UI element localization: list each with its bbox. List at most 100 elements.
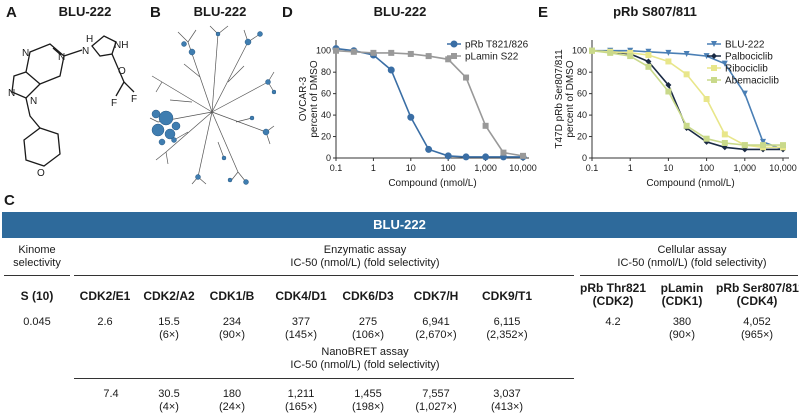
chart-d-legend-marker (450, 40, 458, 48)
chart-e-data-point (741, 90, 748, 97)
cellular-label-line2: (CDK4) (736, 294, 778, 308)
enzymatic-header: Enzymatic assay IC-50 (nmol/L) (fold sel… (200, 244, 530, 270)
nanobret-rule (74, 378, 574, 379)
chart-e-data-point (665, 82, 672, 89)
enzymatic-value: 275 (106×) (336, 316, 400, 342)
nanobret-fold: (4×) (159, 401, 179, 413)
nanobret-ic50: 180 (222, 388, 242, 400)
chart-d-data-point (370, 49, 377, 56)
chart-d-x-axis-label: Compound (nmol/L) (388, 178, 476, 189)
chart-e-x-tick-label: 0.1 (586, 163, 599, 173)
cellular-value: 4.2 (578, 316, 648, 329)
chart-e-data-point (760, 142, 767, 149)
cellular-label-line1: pLamin (660, 281, 704, 295)
chart-d: 0 20 40 60 80 100 0.1 1 10 100 1,000 10,000 Compound… (298, 40, 537, 190)
nanobret-ic50: 1,455 (354, 388, 382, 400)
chart-e-data-point (683, 71, 690, 78)
enzymatic-ic50: 0.045 (23, 316, 51, 328)
enzymatic-fold: (106×) (351, 329, 385, 341)
chart-d-y-axis-label-line1: OVCAR-3 (298, 76, 309, 121)
cellular-label-line2: (CDK1) (661, 294, 703, 308)
chart-e-y-tick-label: 100 (572, 46, 587, 56)
cellular-label-line1: pRb Thr821 (579, 281, 646, 295)
enzymatic-value: 2.6 (74, 316, 136, 329)
chart-d-data-point (482, 153, 490, 161)
chart-d-legend-label: pLamin S22 (465, 52, 519, 63)
column-label: S (10) (20, 289, 54, 303)
chart-d-y-tick-label: 0 (326, 153, 331, 163)
nanobret-header: NanoBRET assay IC-50 (nmol/L) (fold sele… (200, 346, 530, 372)
panel-c-letter: C (4, 192, 15, 209)
nanobret-ic50: 7,557 (422, 388, 450, 400)
nanobret-ic50: 30.5 (158, 388, 180, 400)
chart-e-data-point (645, 58, 652, 65)
chart-d-x-tick-label: 10 (406, 163, 416, 173)
nanobret-ic50: 3,037 (493, 388, 521, 400)
cellular-ic50: 4,052 (743, 316, 771, 328)
chart-d-data-point (388, 49, 395, 56)
chart-e-x-tick-label: 100 (699, 163, 714, 173)
chart-e-data-point (627, 49, 634, 56)
column-label: CDK4/D1 (275, 289, 327, 303)
atom-h: H (86, 34, 93, 45)
nanobret-fold: (165×) (284, 401, 318, 413)
chart-d-data-point (350, 48, 357, 55)
chart-e-data-point (645, 63, 652, 70)
chart-d-data-point (425, 145, 433, 153)
enzymatic-value: 6,941 (2,670×) (402, 316, 470, 342)
chart-e-data-point (703, 53, 710, 60)
cellular-label-line2: (CDK2) (592, 294, 634, 308)
chart-d-data-point (407, 113, 415, 121)
column-label: CDK6/D3 (342, 289, 394, 303)
atom-f: F (111, 98, 117, 109)
chart-e-legend-marker (711, 65, 717, 71)
panel-d-title: BLU-222 (373, 4, 427, 19)
chart-e-data-point (665, 49, 672, 56)
chart-e-legend-marker (711, 41, 717, 47)
panel-a-letter: A (6, 4, 17, 21)
chart-e-legend-label: Abemaciclib (725, 76, 779, 87)
nanobret-fold: (1,027×) (415, 401, 457, 413)
chart-e-y-tick-label: 0 (582, 153, 587, 163)
enzymatic-fold: (145×) (284, 329, 318, 341)
chart-d-y-tick-label: 60 (321, 89, 331, 99)
atom-n: N (22, 48, 29, 59)
kinome-rule (4, 275, 70, 276)
chart-e-data-point (780, 142, 786, 149)
chart-e-y-tick-label: 20 (577, 132, 587, 142)
chart-d-legend-marker (451, 53, 457, 59)
enzymatic-ic50: 6,941 (422, 316, 450, 328)
chart-d-y-tick-label: 40 (321, 110, 331, 120)
cellular-column-label: pRb Ser807/811 (CDK4) (716, 281, 799, 308)
chart-e-data-point (760, 138, 767, 145)
nanobret-value: 7.4 (78, 388, 144, 401)
chart-e-data-point (645, 52, 652, 59)
panel-e-letter: E (538, 4, 549, 21)
chart-e-data-point (703, 135, 710, 142)
cellular-fold: (90×) (669, 329, 695, 341)
chart-d-x-tick-label: 0.1 (330, 163, 343, 173)
column-label: CDK7/H (413, 289, 459, 303)
cellular-label-line1: pRb Ser807/811 (716, 281, 799, 295)
chart-d-data-point (500, 149, 507, 156)
chart-e-x-axis-label: Compound (nmol/L) (646, 178, 734, 189)
chart-d-data-point (333, 47, 339, 54)
kinome-header-line1: Kinome (18, 244, 56, 256)
chart-e-x-tick-label: 1,000 (734, 163, 757, 173)
chart-d-data-point (445, 56, 452, 63)
nanobret-value: 7,557 (1,027×) (402, 388, 470, 414)
chart-d-y-tick-label: 100 (316, 46, 331, 56)
nanobret-ic50: 1,211 (287, 388, 315, 400)
enzymatic-fold: (90×) (219, 329, 245, 341)
chart-e-legend-label: Palbociclib (725, 52, 773, 63)
nanobret-fold: (24×) (219, 401, 245, 413)
chart-d-series-line-2 (335, 49, 524, 157)
chart-e-data-point (665, 58, 672, 65)
chart-d-data-point (407, 50, 414, 57)
chart-e-data-point (741, 142, 748, 149)
cellular-value: 380 (90×) (648, 316, 716, 342)
chart-d-data-point (482, 122, 489, 129)
chart-d-x-tick-label: 100 (441, 163, 456, 173)
enzymatic-header-line1: Enzymatic assay (323, 244, 407, 256)
enzymatic-fold: (6×) (159, 329, 179, 341)
